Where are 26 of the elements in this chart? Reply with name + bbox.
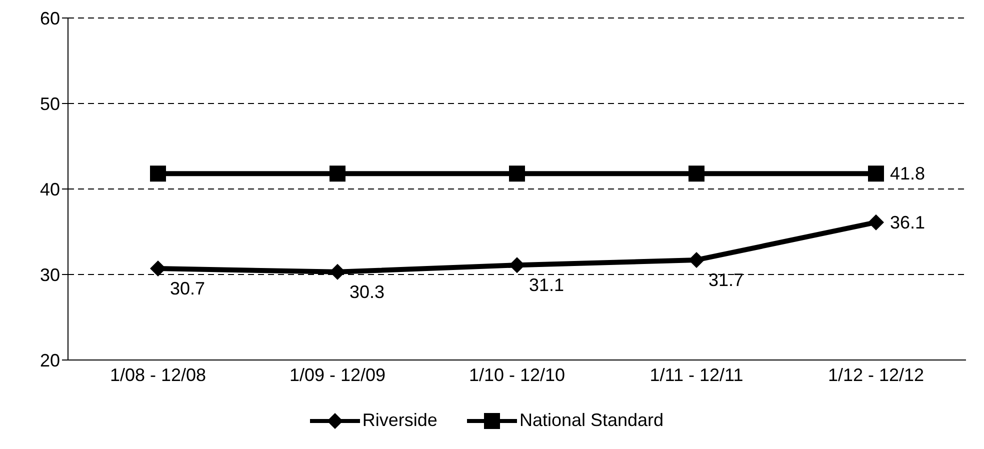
x-tick-label: 1/08 - 12/08 <box>110 364 206 385</box>
data-label: 41.8 <box>890 164 926 184</box>
point <box>868 214 884 230</box>
point <box>509 166 525 182</box>
y-tick-label: 30 <box>40 264 60 285</box>
y-tick-label: 60 <box>40 8 60 28</box>
y-tick-label: 40 <box>40 179 60 200</box>
point <box>688 166 704 182</box>
point <box>150 260 166 277</box>
x-tick-label: 1/09 - 12/09 <box>289 364 386 385</box>
point <box>868 166 884 182</box>
data-label: 36.1 <box>890 212 926 232</box>
data-label: 31.1 <box>529 275 564 296</box>
x-tick-label: 1/10 - 12/10 <box>468 364 566 385</box>
point <box>150 166 166 182</box>
point <box>688 252 704 268</box>
x-tick-label: 1/12 - 12/12 <box>828 364 924 385</box>
point <box>509 257 525 274</box>
point <box>330 166 346 182</box>
y-tick-label: 20 <box>40 350 60 370</box>
x-tick-label: 1/11 - 12/11 <box>650 364 744 385</box>
y-tick-label: 50 <box>40 94 60 114</box>
data-label: 30.7 <box>170 278 206 299</box>
data-label: 30.3 <box>350 282 385 302</box>
legend-label: Riverside <box>362 410 438 431</box>
legend-label: National Standard <box>519 410 664 431</box>
